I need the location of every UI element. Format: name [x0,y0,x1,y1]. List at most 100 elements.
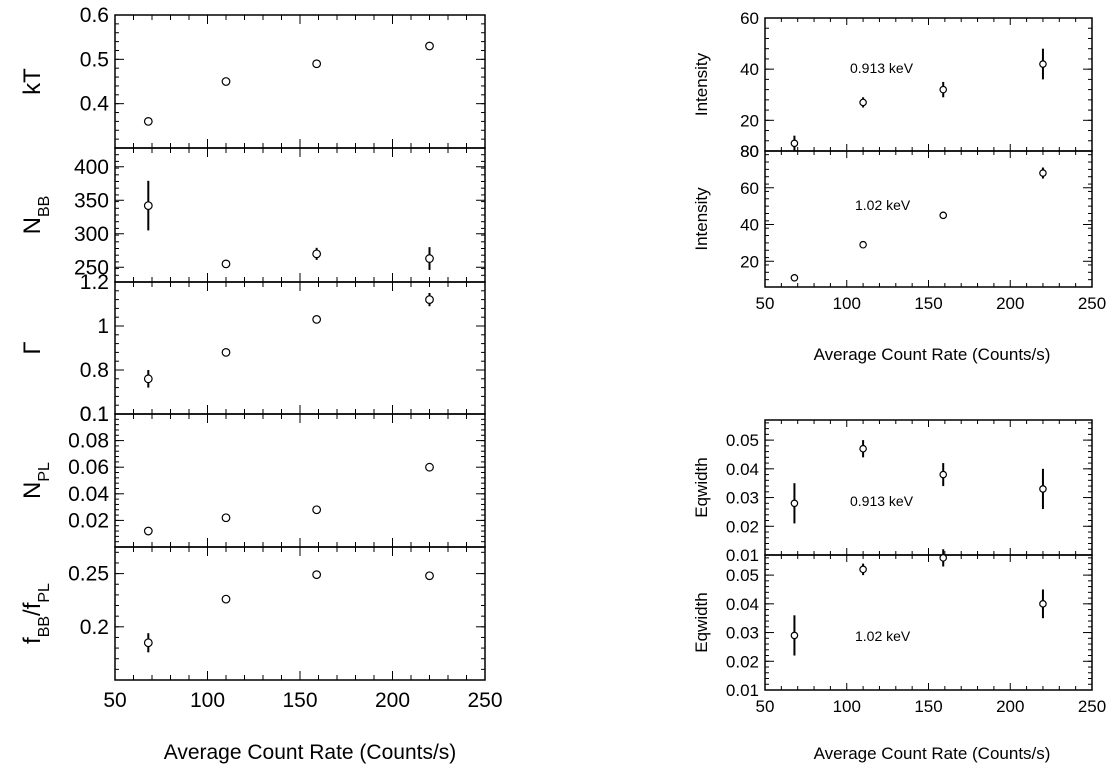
x-tick-label: 200 [996,294,1024,313]
x-tick-label: 100 [190,689,225,712]
data-point [425,462,434,472]
y-axis-label: Intensity [692,52,711,116]
x-tick-label: 250 [467,689,502,712]
y-tick-label: 20 [740,252,759,271]
y-tick-label: 0.8 [80,359,109,382]
panel-N-BB: 250 300 350 400 NBB [19,147,486,283]
data-point [425,571,434,581]
x-tick-label: 250 [1078,697,1106,716]
x-tick-label: 100 [833,697,861,716]
right-top-x-axis-label: Average Count Rate (Counts/s) [814,345,1051,364]
y-tick-label: 0.08 [68,430,109,453]
plot-frame [764,554,1093,691]
y-tick-label: 400 [74,156,109,179]
data-point [221,259,231,269]
y-tick-label: 300 [74,223,109,246]
y-tick-label: 20 [740,111,759,130]
data-point [939,211,948,220]
data-point [312,59,322,69]
y-tick-label: 0.02 [68,509,109,532]
panel-eqwidth-0913: 0.02 0.03 0.04 0.05 Eqwidth 0.913 keV [692,419,1093,556]
y-axis-label: Eqwidth [692,457,711,517]
data-point [425,254,434,263]
panel-N-PL: 0.02 0.04 0.06 0.08 0.1 NPL [19,403,486,548]
data-point [143,526,153,536]
data-point [1039,485,1047,493]
y-tick-label: 0.25 [68,563,109,586]
data-point [859,565,867,574]
data-point [790,499,799,508]
y-axis-label: Intensity [692,187,711,251]
plot-frame [114,14,486,149]
data-point [221,594,231,604]
y-tick-label: 0.4 [80,93,110,116]
plot-frame [114,413,486,548]
y-tick-label: 0.02 [726,517,759,536]
x-tick-label: 100 [833,294,861,313]
y-tick-label: 80 [740,142,759,161]
y-tick-label: 0.06 [68,456,109,479]
y-tick-label: 60 [740,179,759,198]
y-axis-label: Γ [19,341,46,354]
y-tick-label: 250 [74,256,109,279]
y-axis-label: NPL [19,462,53,499]
x-tick-label: 150 [914,697,942,716]
data-point [312,249,322,259]
data-point [859,240,867,249]
panel-intensity-0913: 20 40 60 Intensity 0.913 keV [692,9,1093,152]
y-tick-label: 40 [740,60,759,79]
x-tick-label: 50 [103,689,126,712]
data-point [859,98,867,107]
y-tick-label: 0.04 [726,595,759,614]
energy-annotation: 1.02 keV [855,197,911,213]
data-point [312,505,322,515]
y-axis-label: kT [19,68,46,95]
x-tick-label: 200 [996,697,1024,716]
data-point [143,374,153,384]
y-tick-label: 60 [740,9,759,28]
x-tick-label: 150 [282,689,317,712]
y-tick-label: 40 [740,216,759,235]
y-tick-label: 1.2 [80,271,109,294]
data-point [221,77,231,86]
y-tick-label: 0.04 [726,460,759,479]
panel-flux-ratio: 50 100 150 200 250 0.2 0.25 fBB/fPL [19,546,503,712]
y-tick-label: 80 [740,142,759,161]
y-tick-label: 0.1 [80,403,109,426]
data-point [221,348,231,357]
data-point [425,41,434,51]
right-bottom-x-axis-label: Average Count Rate (Counts/s) [814,744,1051,763]
y-axis-label: NBB [19,196,53,235]
data-point [221,513,231,523]
energy-annotation: 0.913 keV [850,493,914,509]
y-tick-label: 0.01 [726,546,759,565]
panel-kT: 0.4 0.5 0.6 kT [19,4,486,149]
x-tick-label: 150 [914,294,942,313]
x-tick-label: 200 [375,689,410,712]
y-tick-label: 1 [97,315,109,338]
data-point [790,139,799,148]
y-axis-label: Eqwidth [692,592,711,652]
data-point [939,470,948,479]
left-x-axis-label: Average Count Rate (Counts/s) [164,741,457,764]
x-tick-label: 50 [756,294,775,313]
plot-frame [114,546,486,681]
data-point [1039,600,1047,608]
y-tick-label: 0.01 [726,681,759,700]
energy-annotation: 1.02 keV [855,628,911,644]
y-tick-label: 0.5 [80,48,109,71]
data-point [425,295,434,305]
y-tick-label: 0.03 [726,624,759,643]
data-point [312,315,322,324]
data-point [1039,60,1047,68]
energy-annotation: 0.913 keV [850,60,914,76]
y-tick-label: 0.6 [80,4,109,27]
data-point [859,444,867,453]
y-tick-label: 0.2 [80,616,109,639]
data-point [939,85,948,94]
data-point [939,554,948,562]
panel-intensity-102: 50 100 150 200 250 20 40 60 80 Intensity 1.02 keV [692,142,1106,313]
plot-frame [764,17,1093,152]
data-point [312,570,322,580]
y-tick-label: 0.05 [726,431,759,450]
